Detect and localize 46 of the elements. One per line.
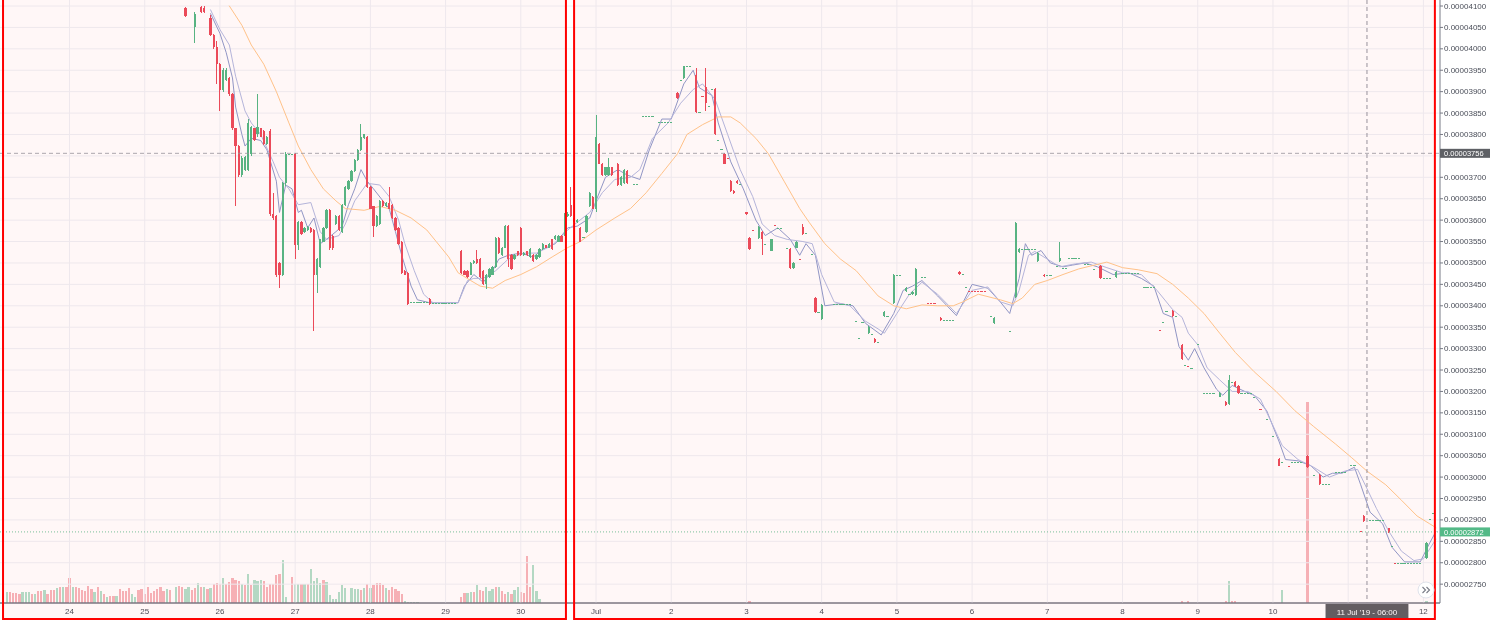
x-tick-label: 30 [516, 607, 526, 616]
y-tick-label: 0.00003300 [1444, 344, 1487, 354]
y-tick-label: 0.00003800 [1444, 129, 1487, 139]
y-tick-label: 0.00003100 [1444, 429, 1487, 439]
x-tick-label: 24 [65, 607, 75, 616]
y-tick-label: 0.00004000 [1444, 44, 1487, 54]
y-tick-label: 0.00003600 [1444, 215, 1487, 225]
x-tick-label: 28 [365, 607, 376, 616]
x-tick-label: 12 [1418, 607, 1429, 616]
ref-line-label: 11 Jul '19 - 06:00 [1336, 607, 1398, 617]
x-tick-label: 4 [819, 607, 825, 616]
x-tick-label: 26 [215, 607, 225, 616]
y-tick-label: 0.00003500 [1444, 258, 1487, 268]
y-tick-label: 0.00004100 [1444, 1, 1487, 11]
y-tick-label: 0.00003050 [1444, 451, 1487, 461]
x-tick-label: 27 [290, 607, 301, 616]
y-tick-label: 0.00002800 [1444, 558, 1487, 568]
x-tick-label: Jul [590, 607, 602, 616]
y-tick-label: 0.00002950 [1444, 494, 1487, 503]
y-tick-label: 0.00004050 [1444, 22, 1487, 32]
y-tick-label: 0.00003200 [1444, 386, 1487, 396]
x-tick-label: 29 [441, 607, 451, 616]
x-tick-label: 3 [744, 607, 750, 616]
x-tick-label: 9 [1195, 607, 1201, 616]
y-tick-label: 0.00003900 [1444, 87, 1487, 97]
y-tick-label: 0.00003150 [1444, 408, 1487, 418]
x-tick-label: 5 [894, 607, 900, 616]
y-tick-label: 0.00002750 [1444, 579, 1487, 589]
x-tick-label: 7 [1045, 607, 1051, 616]
y-tick-label: 0.00002900 [1444, 515, 1487, 525]
y-tick-label: 0.00003550 [1444, 237, 1487, 247]
x-tick-label: 6 [969, 607, 975, 616]
y-tick-label: 0.00003950 [1444, 65, 1487, 75]
y-tick-label: 0.00003000 [1444, 472, 1487, 482]
y-tick-label: 0.00003400 [1444, 301, 1487, 311]
y-tick-label: 0.00003250 [1444, 365, 1487, 375]
y-tick-label: 0.00003700 [1444, 172, 1487, 182]
y-tick-label: 0.00002850 [1444, 536, 1487, 546]
x-tick-label: 10 [1268, 607, 1278, 616]
x-tick-label: 25 [140, 607, 150, 616]
y-tick-label: 0.00003350 [1444, 322, 1487, 332]
x-tick-label: 2 [669, 607, 675, 616]
y-tick-label: 0.00003850 [1444, 108, 1487, 118]
y-tick-label: 0.00003650 [1444, 194, 1487, 204]
y-tick-label: 0.00003450 [1444, 279, 1487, 289]
x-tick-label: 8 [1120, 607, 1126, 616]
